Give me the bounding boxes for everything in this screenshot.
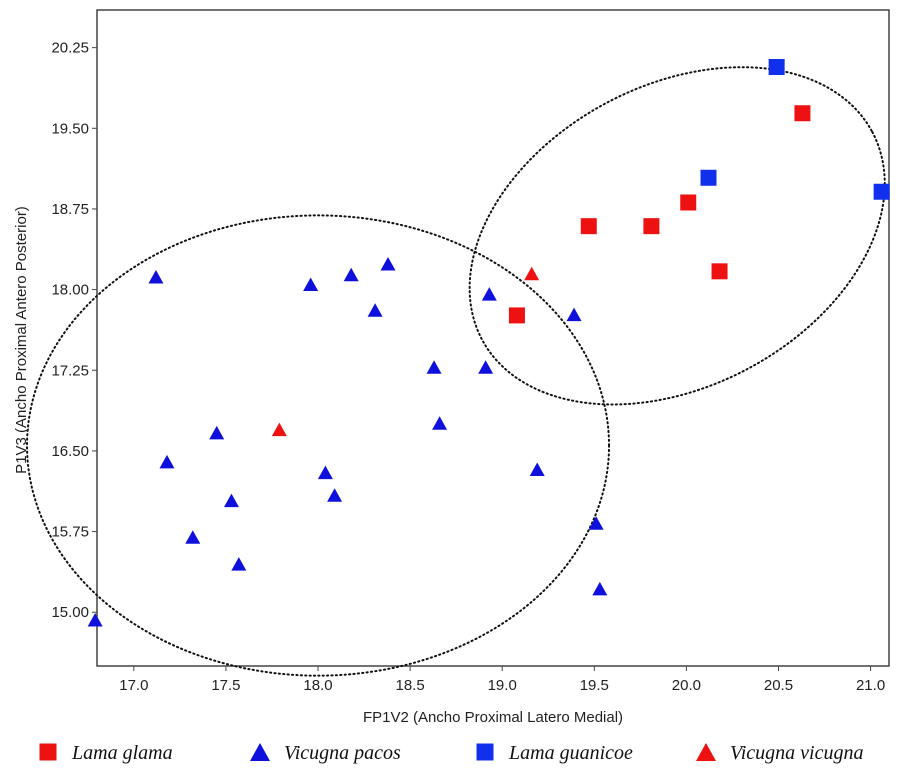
point-vicugna-pacos (478, 360, 494, 374)
x-tick-label: 20.0 (672, 677, 701, 694)
point-vicugna-pacos (231, 557, 247, 571)
x-tick-label: 18.5 (396, 677, 425, 694)
point-vicugna-pacos (303, 277, 319, 291)
point-vicugna-pacos (592, 581, 608, 596)
y-axis-title: P1V3 (Ancho Proximal Antero Posterior) (13, 206, 30, 474)
point-lama-guanicoe (873, 183, 890, 200)
point-vicugna-pacos (223, 493, 239, 508)
point-vicugna-pacos (367, 303, 383, 317)
point-vicugna-pacos (432, 416, 448, 430)
y-tick-label: 18.75 (51, 201, 89, 218)
legend-marker-vicugna-vicugna (696, 743, 716, 761)
point-lama-glama (680, 194, 697, 211)
point-vicugna-pacos (566, 307, 582, 322)
point-vicugna-pacos (529, 462, 545, 476)
grouping-ellipse (468, 66, 886, 406)
x-tick-label: 17.5 (211, 677, 240, 694)
grouping-ellipse (26, 214, 611, 677)
ellipse-layer (26, 66, 886, 677)
point-vicugna-pacos (148, 269, 164, 284)
points-layer (87, 58, 890, 627)
y-tick-label: 17.25 (51, 362, 89, 379)
legend-label-lama-guanicoe: Lama guanicoe (508, 742, 633, 764)
x-tick-label: 19.5 (580, 677, 609, 694)
legend-marker-vicugna-pacos (250, 743, 270, 761)
point-vicugna-pacos (588, 516, 604, 530)
point-vicugna-pacos (209, 425, 225, 440)
plot-frame (96, 9, 890, 667)
x-tick-label: 18.0 (303, 677, 332, 694)
y-tick-label: 15.00 (51, 604, 89, 621)
point-vicugna-pacos (185, 530, 201, 544)
x-tick-label: 17.0 (119, 677, 148, 694)
point-vicugna-pacos (327, 488, 343, 502)
x-tick-label: 20.5 (764, 677, 793, 694)
point-lama-guanicoe (768, 58, 785, 75)
legend-marker-lama-glama (39, 743, 57, 761)
legend-marker-lama-guanicoe (476, 743, 494, 761)
point-lama-glama (508, 307, 525, 324)
y-tick-label: 16.50 (51, 443, 89, 460)
point-vicugna-vicugna (524, 266, 540, 281)
point-lama-glama (580, 218, 597, 235)
y-axis: 15.00 15.75 16.50 17.25 18.00 18.75 19.50 20.25 (51, 40, 97, 621)
point-vicugna-pacos (343, 267, 359, 282)
point-lama-glama (711, 263, 728, 280)
y-tick-label: 19.50 (51, 120, 89, 137)
y-tick-label: 20.25 (51, 40, 89, 57)
point-vicugna-pacos (426, 360, 442, 374)
x-axis-title: FP1V2 (Ancho Proximal Latero Medial) (363, 709, 623, 726)
x-tick-label: 21.0 (856, 677, 885, 694)
x-tick-label: 19.0 (488, 677, 517, 694)
x-axis: 17.0 17.5 18.0 18.5 19.0 19.5 20.0 20.5 21.0 (119, 666, 885, 694)
point-lama-glama (643, 218, 660, 235)
point-vicugna-pacos (380, 257, 396, 271)
y-tick-label: 15.75 (51, 524, 89, 541)
point-lama-glama (794, 105, 811, 122)
point-vicugna-pacos (317, 465, 333, 480)
legend: Lama glama Vicugna pacos Lama guanicoe Vicu… (39, 742, 863, 764)
legend-label-vicugna-vicugna: Vicugna vicugna (730, 742, 863, 764)
y-tick-label: 18.00 (51, 282, 89, 299)
point-vicugna-pacos (159, 454, 175, 469)
point-vicugna-pacos (87, 613, 103, 627)
legend-label-vicugna-pacos: Vicugna pacos (284, 742, 401, 764)
legend-label-lama-glama: Lama glama (71, 742, 173, 764)
point-vicugna-pacos (481, 287, 497, 301)
point-lama-guanicoe (700, 169, 717, 186)
point-vicugna-vicugna (271, 422, 287, 437)
